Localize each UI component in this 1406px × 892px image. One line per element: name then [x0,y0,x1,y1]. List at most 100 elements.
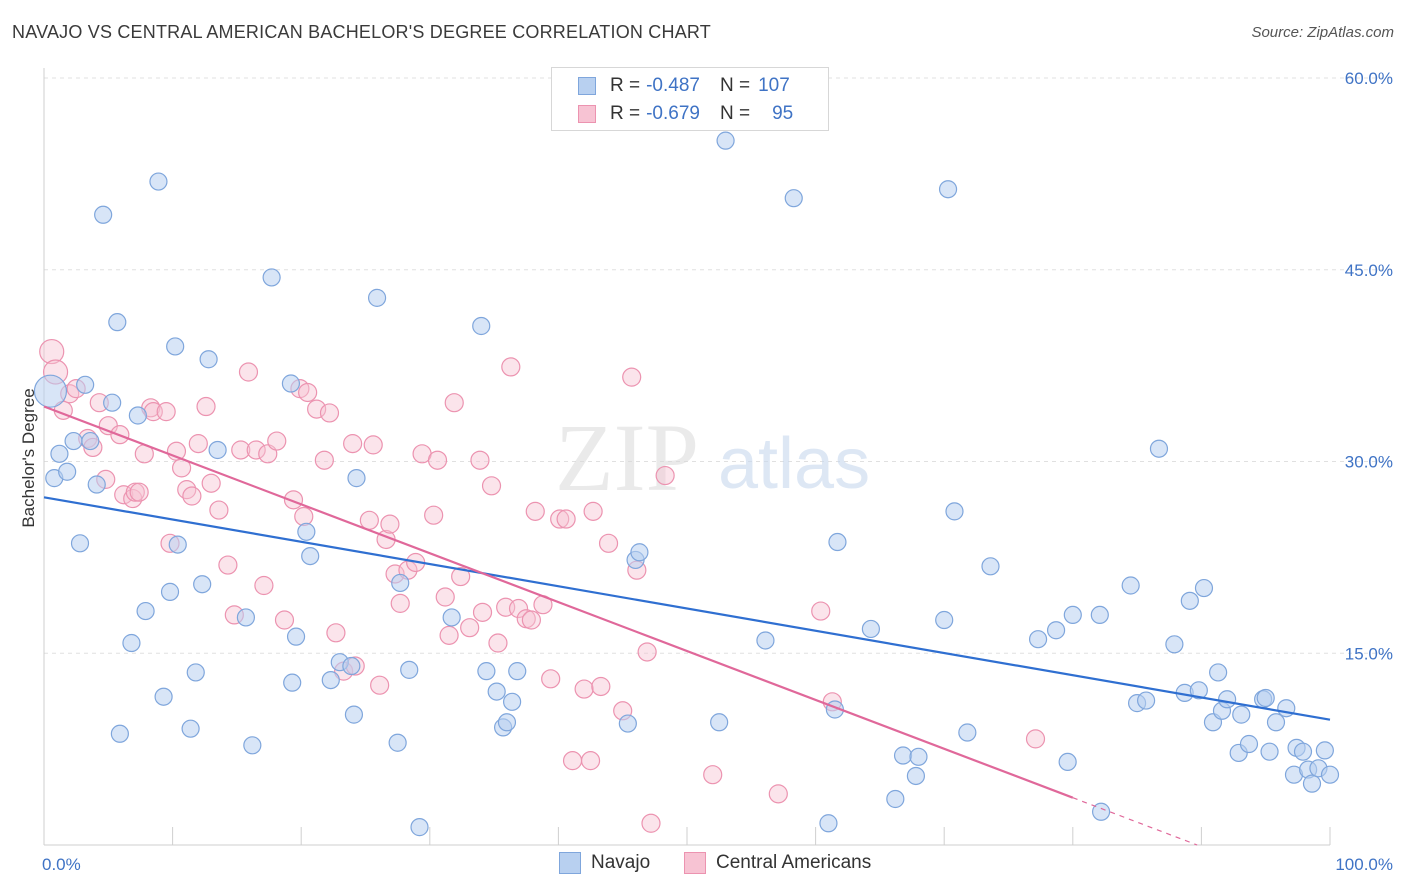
axis-ticks: 15.0% 30.0% 45.0% 60.0% 0.0% 100.0% [42,69,1393,874]
central-americans-point [129,482,149,502]
central-americans-point [254,575,274,596]
y-tick-label: 30.0% [1345,453,1393,472]
y-tick-label: 60.0% [1345,69,1393,88]
navajo-point [886,789,905,809]
legend-item-navajo[interactable]: Navajo [559,852,650,874]
central-americans-point [488,633,508,653]
navajo-point [410,818,429,837]
legend-r-value: -0.487 [646,75,700,96]
watermark: ZIP atlas [555,404,870,511]
navajo-point [1320,765,1340,784]
navajo-point [281,374,301,393]
navajo-point [472,316,491,336]
legend-n-value: 95 [772,103,794,124]
central-americans-point [246,440,266,460]
navajo-point [136,601,155,621]
central-americans-point [541,669,561,689]
navajo-point [618,714,637,733]
navajo-point [1293,742,1313,761]
central-americans-point [182,486,202,506]
central-americans-point [562,751,583,771]
legend-row-central-americans: R = -0.679 N = 95 [578,102,793,126]
central-americans-point [177,480,197,500]
navajo-point [128,406,147,425]
navajo-point [181,719,200,738]
central-americans-point [343,434,363,454]
navajo-point [1256,688,1275,708]
central-americans-point [444,393,464,413]
navajo-point [50,444,69,463]
navajo-point [716,131,735,150]
navajo-point [199,350,218,369]
navajo-point [154,687,173,706]
navajo-point [906,766,926,786]
legend-n-value: 107 [758,75,790,96]
central-americans-point [424,505,444,525]
central-americans-point [470,450,490,470]
x-tick-label: 0.0% [42,855,81,874]
central-americans-point [583,501,603,521]
navajo-point [168,535,187,554]
navajo-point [1189,681,1208,700]
navajo-point [70,534,90,553]
navajo-point [508,662,527,681]
navajo-point [935,610,954,630]
central-americans-point [201,473,221,493]
watermark-atlas: atlas [718,424,870,504]
central-americans-point [326,623,346,643]
y-tick-label: 45.0% [1345,261,1393,280]
navajo-point [1209,663,1228,682]
central-americans-point [363,435,383,455]
trend-lines [43,405,1331,846]
navajo-point [819,814,838,833]
navajo-point [1302,774,1322,793]
navajo-point [103,393,122,412]
navajo-point [1165,635,1184,654]
series-navajo [33,131,1340,837]
central-americans-swatch [578,105,596,123]
legend-n-label: N = [719,103,751,124]
central-americans-point [525,501,545,521]
navajo-point [1063,605,1082,625]
navajo-point [262,268,281,287]
navajo-point [1149,439,1169,458]
navajo-legend-swatch [559,852,581,874]
navajo-point [981,557,1000,576]
navajo-point [108,313,127,332]
central-americans-point [218,555,238,575]
central-americans-point [380,514,400,534]
navajo-point [756,631,775,650]
navajo-point [1091,802,1111,821]
central-americans-point [768,784,788,804]
central-americans-point [508,598,529,619]
central-americans-point [591,676,611,697]
legend-item-central-americans[interactable]: Central Americans [684,852,871,874]
central-americans-point [460,618,480,638]
central-americans-point [574,679,594,699]
central-americans-point [283,490,304,510]
navajo-point [76,375,95,394]
navajo-point [166,337,185,356]
navajo-point [283,673,302,692]
navajo-point [477,662,496,681]
navajo-point [630,543,649,562]
navajo-point [193,575,212,594]
navajo-point [909,747,928,766]
axes [43,68,1331,846]
navajo-point [1137,691,1156,710]
navajo-point [243,736,262,755]
central-americans-point [294,506,314,527]
navajo-point [186,663,205,682]
chart-source: Source: ZipAtlas.com [1251,24,1394,41]
navajo-trend-line [43,496,1331,721]
navajo-point [1046,621,1066,640]
navajo-point [321,670,340,690]
central-americans-point [238,362,259,382]
navajo-point [149,172,168,191]
navajo-point [503,692,522,711]
navajo-point [1028,630,1048,649]
chart-title: NAVAJO VS CENTRAL AMERICAN BACHELOR'S DE… [12,22,711,42]
navajo-point [391,573,410,593]
navajo-point [1266,713,1286,732]
